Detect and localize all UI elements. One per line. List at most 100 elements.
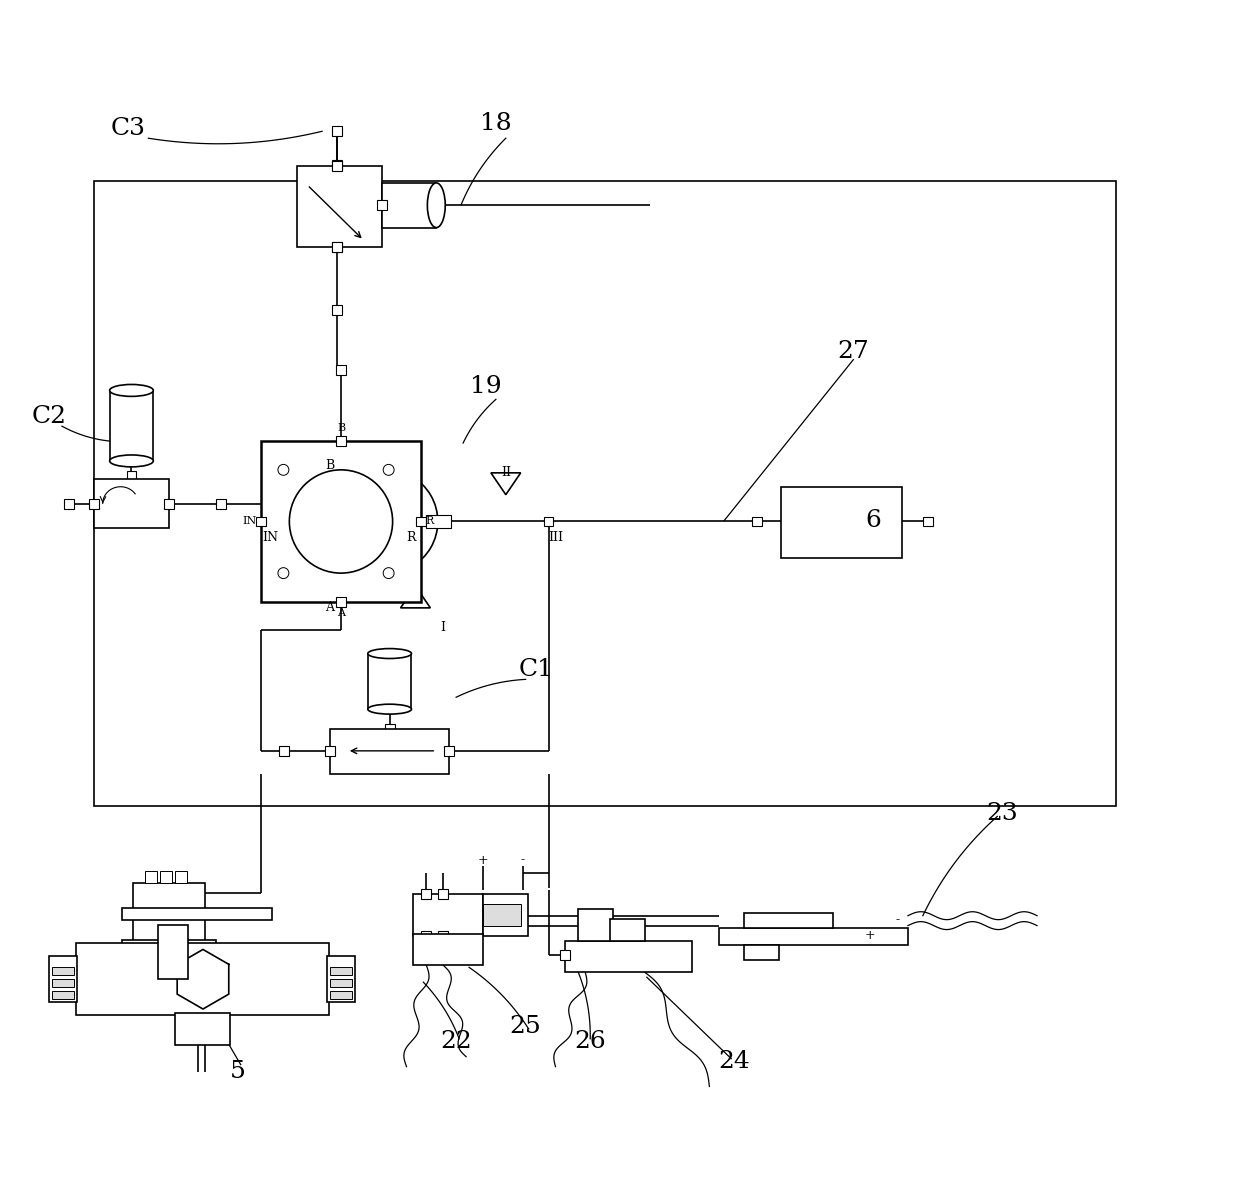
Bar	[413, 893, 482, 936]
Bar	[76, 944, 329, 1015]
Text: R: R	[425, 517, 434, 526]
Text: 18: 18	[480, 112, 512, 135]
Bar	[50, 957, 77, 1002]
Text: 24: 24	[718, 1050, 750, 1073]
Text: 23: 23	[986, 802, 1018, 825]
Ellipse shape	[368, 704, 412, 714]
Bar	[260, 441, 422, 602]
Text: A: A	[337, 608, 345, 618]
Text: I: I	[440, 621, 445, 634]
Text: IN: IN	[242, 517, 257, 526]
Bar	[89, 499, 99, 509]
Circle shape	[383, 465, 394, 476]
Bar	[122, 907, 273, 919]
Text: III: III	[548, 531, 563, 544]
Bar	[427, 514, 451, 529]
Bar	[560, 950, 570, 961]
Bar	[422, 889, 432, 899]
Text: 6: 6	[866, 509, 882, 532]
Bar	[332, 160, 342, 171]
Text: 22: 22	[440, 1030, 472, 1054]
Bar	[336, 597, 346, 607]
Bar	[94, 479, 169, 529]
Text: B: B	[325, 459, 335, 472]
Circle shape	[289, 470, 393, 573]
Text: -: -	[897, 913, 900, 926]
Bar	[332, 242, 342, 253]
Bar	[332, 304, 342, 315]
Bar	[330, 729, 449, 774]
Text: II: II	[501, 466, 511, 479]
Bar	[744, 945, 779, 961]
Circle shape	[383, 568, 394, 578]
Bar	[744, 912, 833, 927]
Bar	[417, 517, 427, 526]
Bar	[52, 979, 74, 988]
Bar	[719, 927, 908, 945]
Bar	[325, 746, 335, 756]
Bar	[384, 725, 394, 734]
Bar	[482, 893, 528, 936]
Bar	[126, 471, 136, 480]
Text: C1: C1	[518, 658, 553, 681]
Bar	[753, 517, 763, 526]
Text: 25: 25	[510, 1016, 542, 1038]
Text: C3: C3	[112, 117, 146, 139]
Text: B: B	[337, 424, 345, 433]
Bar	[377, 201, 387, 210]
Bar	[159, 925, 188, 979]
Bar	[438, 931, 448, 940]
Bar	[330, 968, 352, 975]
Bar	[332, 160, 342, 170]
Text: R: R	[407, 531, 417, 544]
Bar	[175, 1012, 229, 1044]
Ellipse shape	[109, 385, 154, 396]
Circle shape	[278, 465, 289, 476]
Bar	[923, 517, 932, 526]
Bar	[52, 991, 74, 999]
Bar	[781, 486, 901, 558]
Bar	[145, 871, 157, 883]
Bar	[52, 968, 74, 975]
Bar	[330, 991, 352, 999]
Text: +: +	[477, 853, 489, 866]
Bar	[279, 746, 289, 756]
Bar	[175, 871, 187, 883]
Text: 5: 5	[229, 1060, 246, 1083]
Text: 27: 27	[837, 340, 869, 363]
Bar	[109, 391, 154, 461]
Text: 19: 19	[470, 375, 502, 398]
Text: 26: 26	[574, 1030, 606, 1054]
Bar	[164, 499, 174, 509]
Ellipse shape	[109, 455, 154, 467]
Bar	[336, 365, 346, 374]
Bar	[336, 437, 346, 446]
Bar	[444, 746, 454, 756]
Bar	[543, 517, 553, 526]
Bar	[64, 499, 74, 509]
Bar	[610, 919, 645, 940]
Bar	[216, 499, 226, 509]
Bar	[160, 871, 172, 883]
Bar	[332, 126, 342, 136]
Ellipse shape	[428, 183, 445, 228]
Bar	[578, 909, 613, 940]
Bar	[438, 889, 448, 899]
Bar	[332, 242, 342, 253]
Bar	[565, 940, 692, 972]
Bar	[330, 979, 352, 988]
Bar	[482, 904, 521, 925]
Circle shape	[278, 568, 289, 578]
Bar	[368, 654, 412, 709]
Bar	[134, 883, 205, 943]
Bar	[382, 183, 436, 228]
Text: +: +	[866, 929, 875, 942]
Text: IN: IN	[263, 531, 279, 544]
Bar	[422, 931, 432, 940]
Text: A: A	[326, 602, 335, 615]
Text: -: -	[521, 853, 525, 866]
Bar	[255, 517, 265, 526]
Bar	[327, 957, 355, 1002]
Bar	[122, 939, 216, 957]
Bar	[413, 933, 482, 965]
